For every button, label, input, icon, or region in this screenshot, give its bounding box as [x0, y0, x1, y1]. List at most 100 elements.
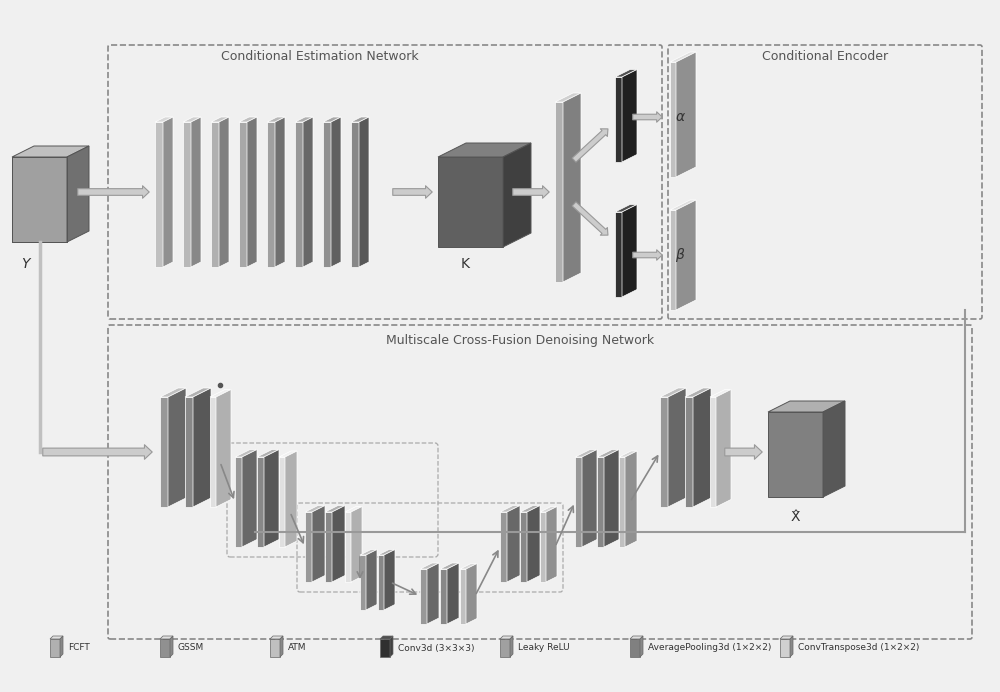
Polygon shape [345, 512, 351, 582]
Polygon shape [500, 512, 507, 582]
Polygon shape [160, 636, 173, 639]
Polygon shape [325, 512, 332, 582]
Polygon shape [823, 401, 845, 497]
Polygon shape [295, 122, 303, 267]
Polygon shape [160, 397, 168, 507]
Polygon shape [235, 450, 257, 457]
Polygon shape [279, 457, 285, 547]
Polygon shape [780, 636, 793, 639]
Polygon shape [670, 62, 676, 177]
Bar [12, 157, 67, 242]
Polygon shape [211, 117, 229, 122]
Polygon shape [555, 102, 563, 282]
Polygon shape [235, 457, 242, 547]
Text: FCFT: FCFT [68, 644, 90, 653]
Polygon shape [360, 555, 366, 610]
Polygon shape [378, 549, 395, 555]
Text: ConvTranspose3d (1×2×2): ConvTranspose3d (1×2×2) [798, 644, 919, 653]
Text: ATM: ATM [288, 644, 307, 653]
Polygon shape [257, 450, 279, 457]
Polygon shape [163, 117, 173, 267]
Polygon shape [685, 388, 711, 397]
Polygon shape [660, 397, 668, 507]
Polygon shape [267, 117, 285, 122]
Polygon shape [193, 388, 211, 507]
Polygon shape [503, 143, 531, 247]
Polygon shape [323, 122, 331, 267]
Polygon shape [60, 636, 63, 657]
Polygon shape [211, 122, 219, 267]
Polygon shape [332, 505, 345, 582]
Polygon shape [50, 636, 63, 639]
Polygon shape [12, 157, 67, 242]
Polygon shape [305, 512, 312, 582]
Polygon shape [305, 505, 325, 512]
Polygon shape [622, 69, 637, 162]
Polygon shape [345, 507, 362, 512]
Polygon shape [438, 143, 531, 157]
Text: Conditional Encoder: Conditional Encoder [762, 50, 888, 63]
Polygon shape [275, 117, 285, 267]
Polygon shape [670, 210, 676, 310]
Polygon shape [790, 636, 793, 657]
Polygon shape [160, 388, 186, 397]
Polygon shape [630, 639, 640, 657]
Polygon shape [660, 388, 686, 397]
Polygon shape [768, 401, 845, 412]
Polygon shape [279, 451, 297, 457]
Polygon shape [563, 93, 581, 282]
Polygon shape [384, 549, 395, 610]
Polygon shape [191, 117, 201, 267]
Polygon shape [160, 639, 170, 657]
Polygon shape [303, 117, 313, 267]
Polygon shape [216, 390, 231, 507]
Polygon shape [555, 93, 581, 102]
Polygon shape [710, 390, 731, 397]
Polygon shape [210, 390, 231, 397]
Polygon shape [540, 507, 557, 512]
Text: X̂: X̂ [790, 510, 800, 524]
Polygon shape [257, 457, 264, 547]
Polygon shape [527, 505, 540, 582]
Polygon shape [780, 639, 790, 657]
Polygon shape [615, 77, 622, 162]
Polygon shape [622, 205, 637, 297]
Polygon shape [183, 117, 201, 122]
Text: Conditional Estimation Network: Conditional Estimation Network [221, 50, 419, 63]
Text: $\beta$: $\beta$ [675, 246, 685, 264]
Polygon shape [500, 636, 513, 639]
Polygon shape [582, 450, 597, 547]
Polygon shape [670, 52, 696, 62]
Polygon shape [546, 507, 557, 582]
Polygon shape [366, 549, 377, 610]
Polygon shape [183, 122, 191, 267]
Polygon shape [597, 450, 619, 457]
Text: AveragePooling3d (1×2×2): AveragePooling3d (1×2×2) [648, 644, 771, 653]
Polygon shape [351, 117, 369, 122]
Text: Y: Y [21, 257, 29, 271]
Polygon shape [380, 636, 393, 639]
Polygon shape [716, 390, 731, 507]
Polygon shape [575, 450, 597, 457]
Polygon shape [520, 512, 527, 582]
Polygon shape [420, 569, 427, 624]
Polygon shape [378, 555, 384, 610]
Polygon shape [597, 457, 604, 547]
Polygon shape [185, 397, 193, 507]
Polygon shape [219, 117, 229, 267]
Polygon shape [510, 636, 513, 657]
Polygon shape [685, 397, 693, 507]
Polygon shape [625, 451, 637, 547]
Polygon shape [520, 505, 540, 512]
Polygon shape [185, 388, 211, 397]
Polygon shape [604, 450, 619, 547]
Polygon shape [312, 505, 325, 582]
Polygon shape [440, 569, 447, 624]
Polygon shape [247, 117, 257, 267]
Polygon shape [390, 636, 393, 657]
Text: Multiscale Cross-Fusion Denoising Network: Multiscale Cross-Fusion Denoising Networ… [386, 334, 654, 347]
Polygon shape [280, 636, 283, 657]
Polygon shape [466, 563, 477, 624]
Text: Conv3d (3×3×3): Conv3d (3×3×3) [398, 644, 475, 653]
Polygon shape [360, 549, 377, 555]
